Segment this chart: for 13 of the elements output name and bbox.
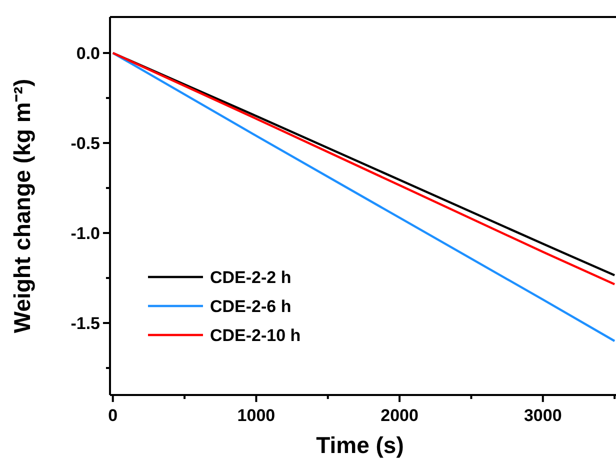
y-tick-label: -1.5: [70, 314, 100, 333]
legend-label: CDE-2-10 h: [210, 326, 301, 345]
x-tick-label: 3000: [524, 406, 562, 425]
y-tick-label: -0.5: [70, 134, 100, 153]
x-tick-label: 1000: [237, 406, 276, 425]
legend-label: CDE-2-6 h: [210, 297, 292, 316]
y-axis-title: Weight change (kg m⁻²): [9, 78, 35, 334]
x-axis-title: Time (s): [316, 432, 404, 458]
x-tick-label: 2000: [380, 406, 418, 425]
x-tick-label: 0: [108, 406, 118, 425]
y-tick-label: 0.0: [76, 44, 100, 63]
y-tick-label: -1.0: [70, 224, 100, 243]
legend-label: CDE-2-2 h: [210, 268, 292, 287]
